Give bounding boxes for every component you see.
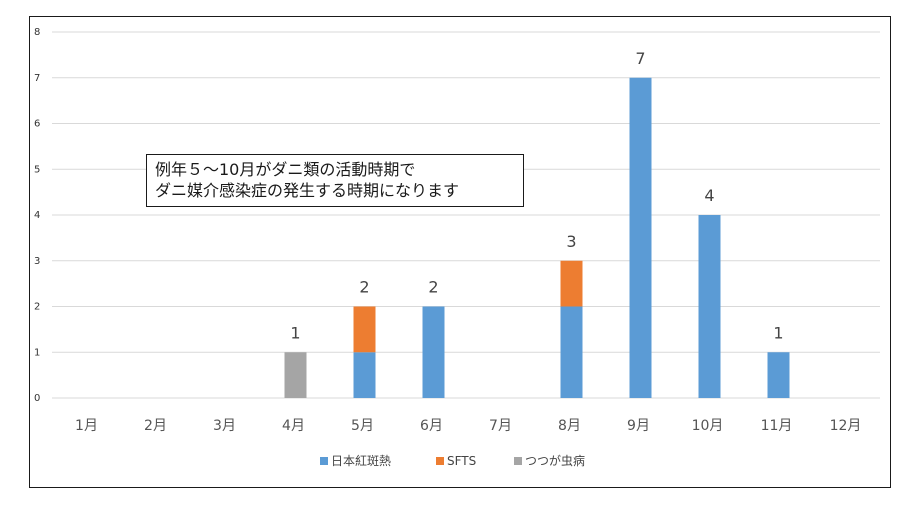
legend-swatch-3 xyxy=(514,457,522,465)
data-label-5: 2 xyxy=(359,278,369,297)
y-tick-label-1: 1 xyxy=(34,347,40,358)
legend-swatch-2 xyxy=(436,457,444,465)
bar-8-series-2 xyxy=(560,260,583,307)
x-tick-label-1: 1月 xyxy=(75,418,98,434)
bar-6-series-1 xyxy=(422,306,445,398)
y-tick-label-0: 0 xyxy=(34,393,40,404)
y-tick-label-6: 6 xyxy=(34,119,40,130)
x-axis-tick-labels: 1月 2月 3月 4月 5月 6月 7月 8月 9月 10月 11月 12月 xyxy=(75,418,861,434)
y-tick-label-4: 4 xyxy=(34,210,40,221)
x-tick-label-12: 12月 xyxy=(830,418,862,434)
data-label-8: 3 xyxy=(566,232,576,251)
x-tick-label-11: 11月 xyxy=(761,418,793,434)
legend-label-2: SFTS xyxy=(447,454,476,468)
bar-8-series-1 xyxy=(560,306,583,398)
bars xyxy=(284,77,790,398)
annotation-box: 例年５～10月がダニ類の活動時期で ダニ媒介感染症の発生する時期になります xyxy=(146,154,524,207)
gridlines xyxy=(52,31,880,399)
data-label-10: 4 xyxy=(704,186,714,205)
annotation-line-2: ダニ媒介感染症の発生する時期になります xyxy=(155,181,460,200)
x-tick-label-10: 10月 xyxy=(692,418,724,434)
bar-11-series-1 xyxy=(767,352,790,398)
x-tick-label-8: 8月 xyxy=(558,418,581,434)
x-tick-label-3: 3月 xyxy=(213,418,236,434)
y-tick-label-2: 2 xyxy=(34,302,40,313)
x-tick-label-6: 6月 xyxy=(420,418,443,434)
bar-4-series-3 xyxy=(284,352,307,398)
x-tick-label-9: 9月 xyxy=(627,418,650,434)
legend-swatch-1 xyxy=(320,457,328,465)
legend-label-1: 日本紅斑熱 xyxy=(331,454,391,468)
data-labels: 1 2 2 3 7 4 1 xyxy=(290,49,783,343)
y-tick-label-3: 3 xyxy=(34,256,40,267)
y-tick-label-8: 8 xyxy=(34,27,40,38)
bar-5-series-2 xyxy=(353,306,376,353)
x-tick-label-7: 7月 xyxy=(489,418,512,434)
data-label-4: 1 xyxy=(290,323,300,342)
bar-9-series-1 xyxy=(629,77,652,398)
x-tick-label-4: 4月 xyxy=(282,418,305,434)
y-tick-label-5: 5 xyxy=(34,164,40,175)
legend: 日本紅斑熱 SFTS つつが虫病 xyxy=(320,453,585,468)
annotation-line-1: 例年５～10月がダニ類の活動時期で xyxy=(155,160,416,179)
y-axis-tick-labels: 0 1 2 3 4 5 6 7 8 xyxy=(34,27,40,404)
data-label-11: 1 xyxy=(773,323,783,342)
y-tick-label-7: 7 xyxy=(34,73,40,84)
bar-5-series-1 xyxy=(353,352,376,398)
x-tick-label-5: 5月 xyxy=(351,418,374,434)
data-label-6: 2 xyxy=(428,278,438,297)
data-label-9: 7 xyxy=(635,49,645,68)
bar-10-series-1 xyxy=(698,215,721,398)
x-tick-label-2: 2月 xyxy=(144,418,167,434)
legend-label-3: つつが虫病 xyxy=(525,453,585,468)
